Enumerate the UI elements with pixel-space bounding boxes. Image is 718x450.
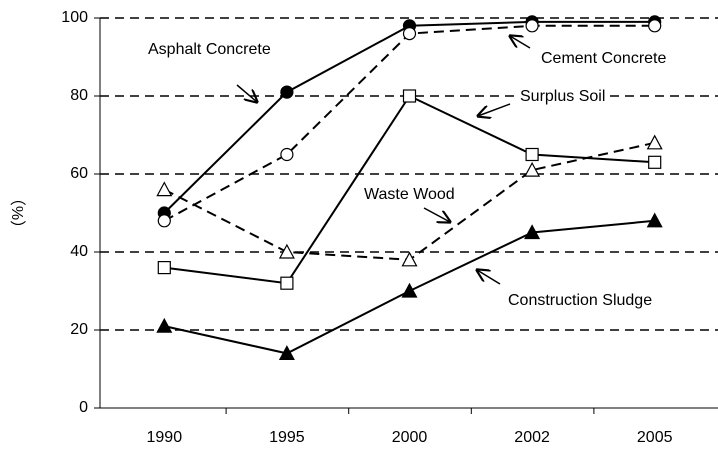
series-label: Construction Sludge xyxy=(508,292,652,309)
marker xyxy=(402,89,417,103)
label-arrow xyxy=(510,36,531,49)
y-tick-label: 80 xyxy=(70,87,88,104)
label-bg xyxy=(537,48,671,70)
marker xyxy=(156,317,173,333)
marker xyxy=(280,147,294,162)
marker xyxy=(648,155,662,169)
marker xyxy=(278,345,295,360)
x-tick-label: 1990 xyxy=(147,429,183,446)
marker xyxy=(278,243,295,259)
label-bg xyxy=(516,86,610,108)
marker xyxy=(525,19,539,33)
marker xyxy=(524,161,541,177)
y-tick-label: 0 xyxy=(79,399,88,416)
marker xyxy=(401,251,418,267)
label-bg xyxy=(360,184,459,206)
marker xyxy=(646,134,663,150)
label-arrow xyxy=(423,207,450,222)
label-bg xyxy=(504,290,657,312)
label-arrow xyxy=(477,270,501,285)
x-tick-label: 1995 xyxy=(269,429,305,446)
label-bg xyxy=(144,39,275,61)
marker xyxy=(280,276,294,290)
marker xyxy=(525,147,539,162)
marker xyxy=(402,26,417,41)
y-tick-label: 20 xyxy=(70,321,88,338)
marker xyxy=(280,85,294,99)
y-axis-label: （%） xyxy=(8,190,26,236)
y-tick-label: 100 xyxy=(61,9,88,26)
y-tick-label: 40 xyxy=(70,243,88,260)
marker xyxy=(157,214,171,228)
marker xyxy=(524,224,541,240)
marker xyxy=(401,282,418,298)
x-tick-label: 2005 xyxy=(637,429,673,446)
series-label: Cement Concrete xyxy=(541,50,666,67)
series-label: Waste Wood xyxy=(364,186,455,203)
label-arrow xyxy=(236,84,257,102)
y-tick-label: 60 xyxy=(70,165,88,182)
x-tick-label: 2000 xyxy=(392,429,428,446)
series-label: Asphalt Concrete xyxy=(148,41,271,58)
x-tick-label: 2002 xyxy=(514,429,550,446)
series-label: Surplus Soil xyxy=(520,88,605,105)
marker xyxy=(648,19,662,33)
marker xyxy=(646,212,663,228)
marker xyxy=(157,261,171,275)
label-arrow xyxy=(478,103,511,116)
marker xyxy=(156,181,173,197)
